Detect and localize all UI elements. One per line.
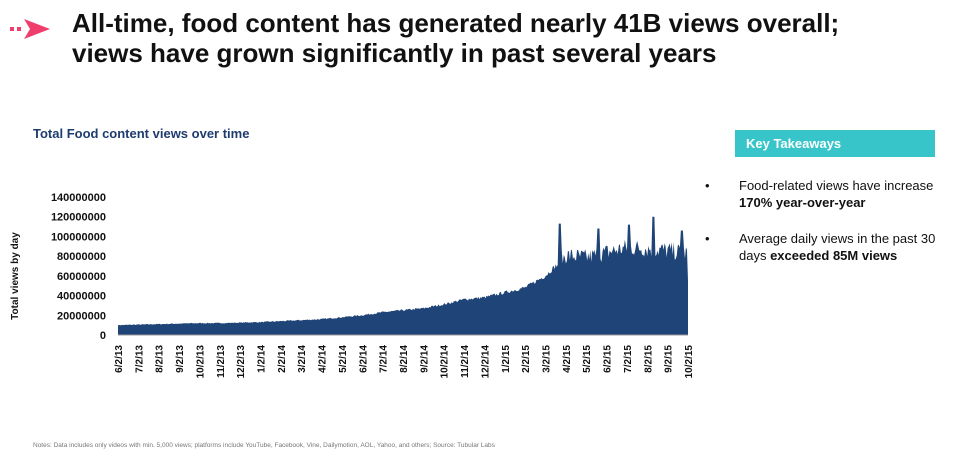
- x-tick-label: 10/2/15: [684, 345, 695, 379]
- y-tick-label: 60000000: [57, 271, 106, 283]
- x-tick-label: 6/2/15: [603, 345, 614, 373]
- x-tick-label: 7/2/15: [623, 345, 634, 373]
- y-tick-label: 120000000: [51, 212, 106, 224]
- chart-title: Total Food content views over time: [33, 126, 250, 141]
- x-tick-label: 7/2/13: [134, 345, 145, 373]
- bullet-icon: •: [705, 178, 710, 193]
- page-title-line-2: views have grown significantly in past s…: [72, 38, 717, 68]
- x-tick-label: 11/2/13: [216, 345, 227, 378]
- x-tick-label: 5/2/14: [338, 345, 349, 373]
- x-tick-label: 9/2/15: [664, 345, 675, 373]
- x-tick-label: 10/2/13: [195, 345, 206, 379]
- x-tick-label: 12/2/13: [236, 345, 247, 379]
- x-tick-label: 12/2/14: [480, 345, 491, 379]
- x-tick-label: 1/2/15: [501, 345, 512, 373]
- x-tick-label: 9/2/13: [175, 345, 186, 373]
- x-tick-label: 8/2/14: [399, 345, 410, 373]
- takeaway-item: • Food-related views have increase 170% …: [705, 177, 945, 211]
- key-takeaways-header: Key Takeaways: [735, 130, 935, 157]
- takeaway-highlight: 170% year-over-year: [739, 195, 866, 210]
- footnote: Notes: Data includes only videos with mi…: [33, 442, 495, 449]
- x-tick-label: 3/2/14: [297, 345, 308, 373]
- x-tick-label: 8/2/13: [155, 345, 166, 373]
- x-tick-label: 11/2/14: [460, 345, 471, 378]
- x-tick-label: 9/2/14: [419, 345, 430, 373]
- takeaway-text: Average daily views in the past 30 days: [739, 231, 936, 263]
- area-chart: 0 20000000 40000000 60000000 80000000 1000000…: [10, 192, 695, 379]
- page-title-line-1: All-time, food content has generated nea…: [72, 8, 840, 38]
- x-tick-label: 10/2/14: [440, 345, 451, 379]
- takeaways-list: • Food-related views have increase 170% …: [705, 177, 945, 283]
- brand-arrow-icon: [10, 19, 50, 39]
- x-tick-label: 8/2/15: [643, 345, 654, 373]
- page-title: All-time, food content has generated nea…: [72, 8, 840, 68]
- x-tick-label: 4/2/15: [562, 345, 573, 373]
- y-axis-label: Total views by day: [10, 232, 21, 320]
- takeaway-highlight: exceeded 85M views: [770, 248, 898, 263]
- y-tick-label: 100000000: [51, 231, 106, 243]
- x-tick-label: 1/2/14: [257, 345, 268, 373]
- series-area: [118, 216, 688, 335]
- x-tick-label: 3/2/15: [542, 345, 553, 373]
- takeaway-text: Food-related views have increase: [739, 178, 934, 193]
- x-tick-label: 6/2/14: [358, 345, 369, 373]
- x-tick-label: 2/2/15: [521, 345, 532, 373]
- x-tick-label: 4/2/14: [318, 345, 329, 373]
- bullet-icon: •: [705, 231, 710, 246]
- x-tick-label: 7/2/14: [379, 345, 390, 373]
- x-tick-label: 2/2/14: [277, 345, 288, 373]
- x-tick-label: 6/2/13: [114, 345, 125, 373]
- y-tick-label: 40000000: [57, 291, 106, 303]
- y-tick-label: 20000000: [57, 310, 106, 322]
- y-tick-label: 140000000: [51, 192, 106, 204]
- y-tick-label: 80000000: [57, 251, 106, 263]
- y-tick-label: 0: [100, 330, 106, 342]
- takeaway-item: • Average daily views in the past 30 day…: [705, 230, 945, 264]
- x-tick-label: 5/2/15: [582, 345, 593, 373]
